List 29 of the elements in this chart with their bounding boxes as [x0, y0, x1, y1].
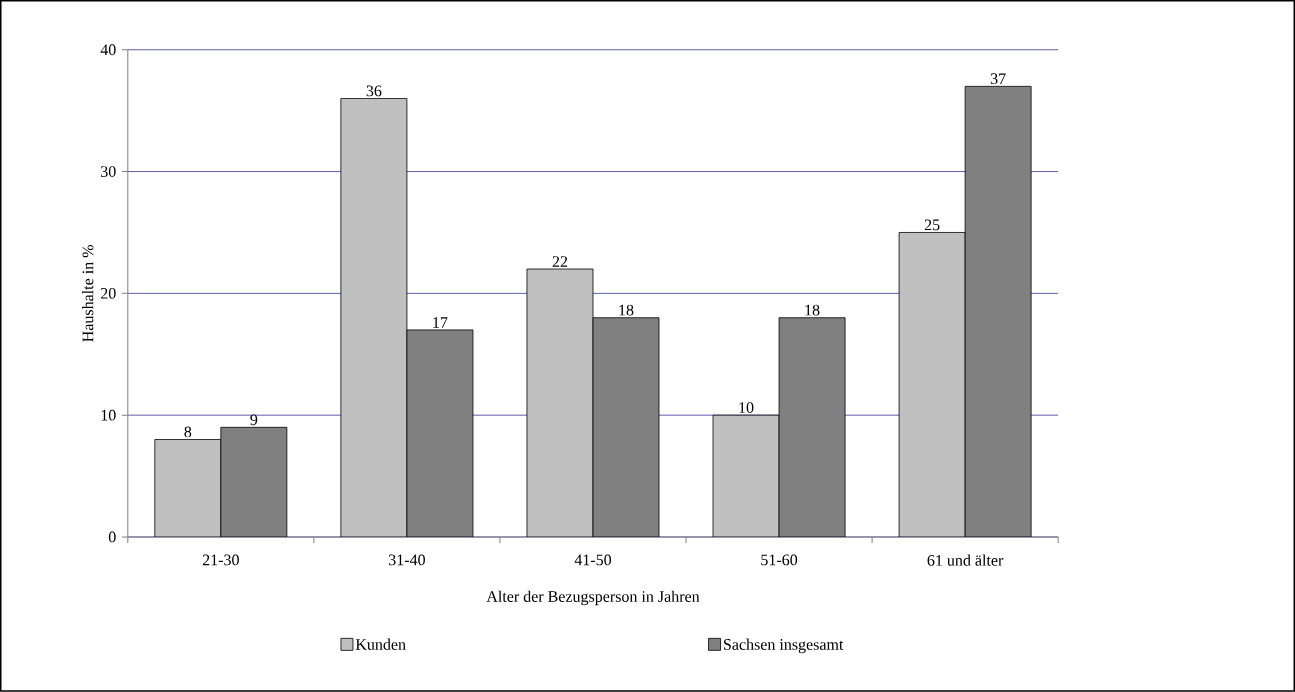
data-label: 25: [924, 219, 940, 231]
y-tick-label: 30: [101, 166, 116, 178]
x-tick-label: 51-60: [761, 554, 798, 566]
y-tick-label: 20: [100, 288, 116, 299]
data-label: 17: [433, 317, 448, 328]
legend-label: Sachsen insgesamt: [724, 638, 844, 654]
data-label: 37: [990, 73, 1006, 85]
data-label: 18: [805, 304, 820, 316]
x-tick-label: 41-50: [574, 554, 612, 566]
y-axis-title: Haushalte in %: [82, 245, 94, 342]
x-tick-label: 21-30: [202, 554, 239, 566]
x-tick-label: 61 und älter: [927, 554, 1004, 566]
legend-label: Kunden: [355, 638, 406, 650]
bar: [526, 268, 594, 538]
data-label: 9: [250, 414, 258, 426]
y-tick-label: 40: [100, 44, 116, 56]
y-tick-label: 0: [108, 531, 116, 543]
data-label: 36: [366, 85, 382, 97]
x-tick-label: 31-40: [389, 554, 425, 566]
y-tick-label: 10: [101, 409, 116, 421]
x-axis-title: Alter der Bezugsperson in Jahren: [486, 590, 700, 606]
data-label: 10: [739, 402, 754, 414]
bar: [712, 414, 780, 538]
bar: [154, 439, 222, 538]
data-label: 22: [552, 256, 568, 267]
bar: [898, 232, 966, 538]
bar: [340, 98, 408, 538]
data-label: 8: [184, 426, 192, 438]
data-label: 18: [619, 304, 634, 316]
